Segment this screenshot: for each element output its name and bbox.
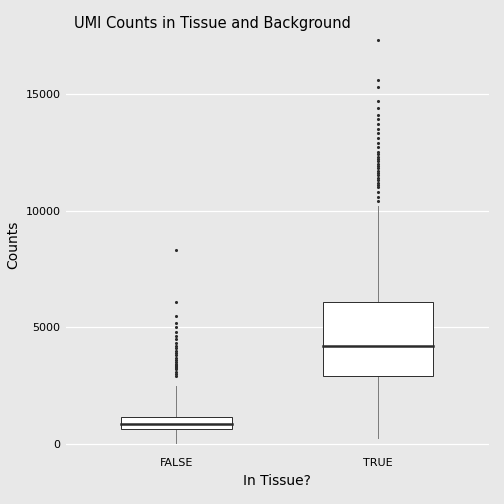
Point <box>374 148 382 156</box>
Point <box>374 197 382 205</box>
Point <box>374 167 382 175</box>
Text: UMI Counts in Tissue and Background: UMI Counts in Tissue and Background <box>74 16 351 31</box>
Point <box>374 174 382 182</box>
Point <box>374 150 382 158</box>
Point <box>172 359 180 367</box>
Point <box>374 181 382 189</box>
Point <box>172 370 180 378</box>
Point <box>374 120 382 128</box>
Point <box>172 368 180 376</box>
Point <box>374 144 382 152</box>
Point <box>374 193 382 201</box>
Point <box>172 298 180 306</box>
Point <box>172 363 180 371</box>
Point <box>374 97 382 105</box>
Point <box>172 362 180 370</box>
Point <box>374 76 382 84</box>
Point <box>172 311 180 320</box>
Bar <box>121 417 232 429</box>
Point <box>172 361 180 369</box>
Point <box>172 342 180 350</box>
Point <box>172 365 180 373</box>
Point <box>374 176 382 184</box>
Point <box>374 115 382 123</box>
Point <box>172 335 180 343</box>
Point <box>374 188 382 196</box>
Y-axis label: Counts: Counts <box>6 220 20 269</box>
Point <box>374 104 382 112</box>
Point <box>172 339 180 347</box>
Point <box>374 134 382 142</box>
Point <box>172 328 180 336</box>
Point <box>374 162 382 170</box>
Point <box>374 169 382 177</box>
Point <box>172 358 180 366</box>
Point <box>172 332 180 340</box>
Point <box>172 319 180 327</box>
Point <box>172 349 180 357</box>
Point <box>172 364 180 372</box>
Point <box>374 139 382 147</box>
Point <box>374 160 382 168</box>
Point <box>374 153 382 161</box>
X-axis label: In Tissue?: In Tissue? <box>243 474 311 488</box>
Point <box>172 372 180 381</box>
Point <box>374 130 382 138</box>
Point <box>172 356 180 364</box>
Point <box>374 124 382 133</box>
Point <box>374 155 382 163</box>
Point <box>374 157 382 165</box>
Point <box>374 111 382 119</box>
Point <box>172 246 180 255</box>
Point <box>172 344 180 352</box>
Point <box>374 36 382 44</box>
Bar <box>323 302 433 376</box>
Point <box>172 354 180 362</box>
Point <box>374 183 382 191</box>
Point <box>172 347 180 355</box>
Point <box>374 164 382 172</box>
Point <box>172 351 180 359</box>
Point <box>374 83 382 91</box>
Point <box>374 178 382 186</box>
Point <box>172 324 180 332</box>
Point <box>374 171 382 179</box>
